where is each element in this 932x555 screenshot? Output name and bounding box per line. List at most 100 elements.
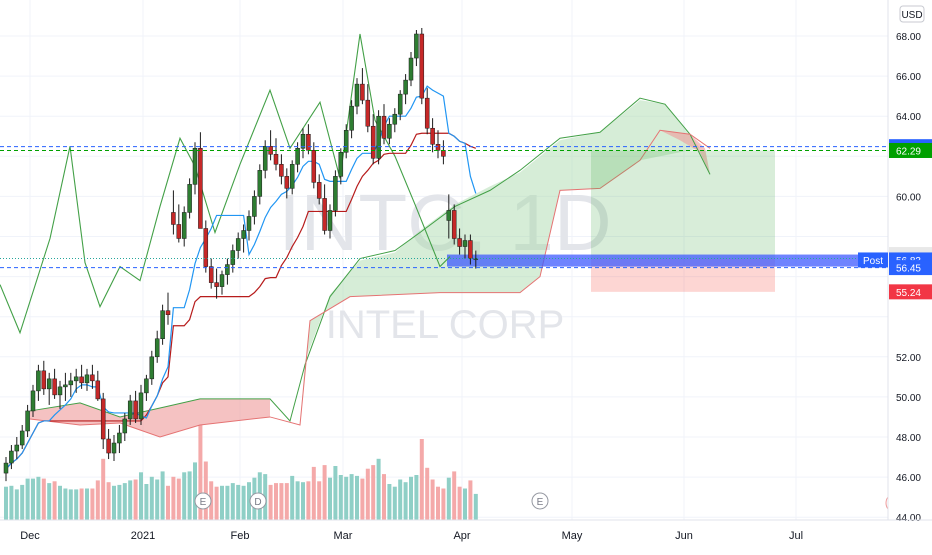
event-marker-icon[interactable] [531,492,549,510]
volume-bar [117,484,122,520]
volume-bar [106,482,111,520]
volume-series [4,425,478,520]
event-marker-icon[interactable] [194,492,212,510]
candle-body [306,133,311,151]
volume-bar [52,481,57,520]
volume-bar [403,482,408,520]
volume-bar [392,486,397,520]
volume-bar [306,481,311,520]
y-tick-label: 44.00 [896,513,921,524]
x-tick-label: Feb [231,530,250,542]
candle-body [106,438,111,454]
candle-body [419,33,425,99]
volume-bar [430,479,435,520]
candle-body [397,93,403,115]
volume-bar [166,485,170,520]
price-tag [889,284,932,300]
candle-body [127,400,133,420]
candle-body [149,356,155,380]
candle-body [441,150,446,157]
event-marker-icon[interactable] [249,492,267,510]
candle-body [63,384,68,388]
candle-body [198,148,203,229]
volume-bar [225,485,230,520]
volume-bar [360,478,365,520]
volume-bar [414,475,419,520]
volume-bar [317,481,322,520]
post-tag-label: Post [863,256,883,267]
volume-bar [290,475,295,520]
x-tick-label: May [562,530,583,542]
volume-bar [171,476,176,520]
volume-bar [68,489,73,520]
volume-bar [31,478,35,520]
candle-body [111,442,117,454]
volume-bar [344,476,349,520]
candle-body [414,33,419,59]
candle-body [343,129,349,153]
volume-bar [322,465,327,520]
volume-bar [365,468,370,520]
volume-bar [128,480,133,520]
candle-body [387,123,392,139]
volume-bar [139,472,143,520]
candle-body [311,150,317,183]
volume-bar [349,474,354,520]
volume-bar [133,479,138,520]
volume-bar [58,485,62,520]
event-marker-label: E [200,497,207,508]
candle-body [322,198,327,231]
candle-body [171,212,176,225]
candle-body [235,238,241,251]
y-tick-label: 60.00 [896,192,921,203]
volume-bar [187,471,192,520]
volume-bar [241,485,246,520]
volume-bar [14,489,19,520]
candle-body [403,79,408,95]
candle-body [30,390,36,412]
candle-body [349,105,354,131]
candle-body [468,240,473,259]
price-tag [889,260,932,276]
price-tag-label: 55.24 [896,288,921,299]
candle-body [208,266,214,283]
volume-bar [452,471,457,520]
event-marker-label: E [537,497,544,508]
volume-bar [473,493,478,520]
volume-bar [301,482,305,520]
volume-bar [20,484,25,520]
volume-bar [463,488,467,520]
volume-bar [382,474,386,520]
x-tick-label: Mar [334,530,353,542]
x-tick-label: Apr [453,530,470,542]
candle-body [176,224,182,239]
volume-bar [122,483,127,520]
candle-body [138,392,144,420]
candle-body [316,182,322,199]
volume-bar [220,485,224,520]
candle-body [73,376,79,382]
candle-body [19,430,25,446]
volume-bar [274,483,278,520]
candle-body [279,164,284,177]
volume-bar [446,477,451,520]
candle-body [203,228,209,267]
volume-bar [468,480,473,520]
candle-body [241,230,246,239]
candle-body [284,176,290,189]
x-tick-label: Jun [675,530,693,542]
candle-body [160,310,165,340]
volume-bar [268,484,273,520]
volume-bar [4,486,8,520]
volume-bar [47,483,52,520]
volume-bar [398,479,403,520]
price-tag-label: 56.45 [896,264,921,275]
position-target-zone[interactable] [591,150,775,259]
currency-button[interactable] [899,5,925,23]
senkou-span-a [29,97,711,422]
volume-bar [95,480,100,520]
candle-body [457,238,462,247]
